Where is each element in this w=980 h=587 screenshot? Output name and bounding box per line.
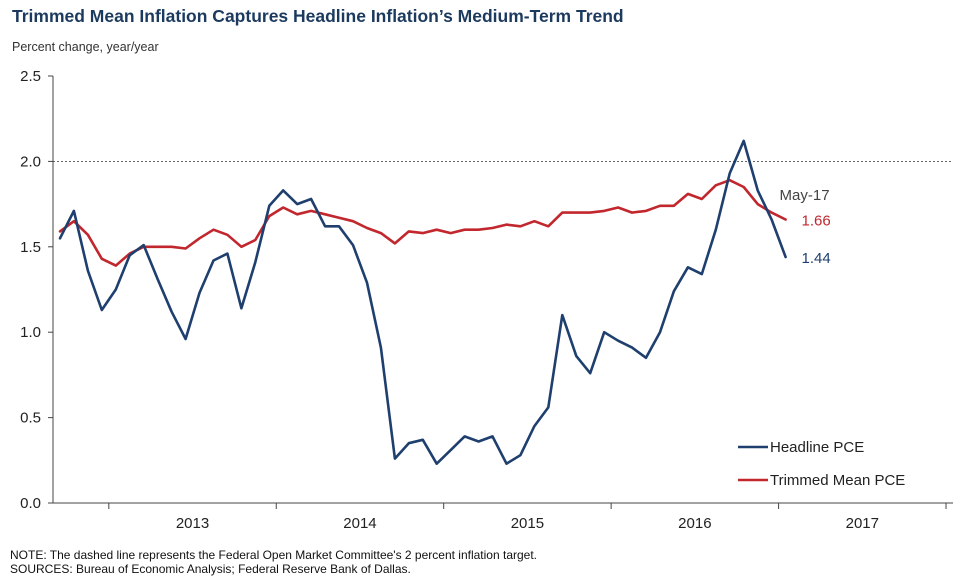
x-tick-label: 2016 xyxy=(678,515,711,532)
y-tick-label: 2.5 xyxy=(20,68,41,85)
latest-date-label: May-17 xyxy=(780,187,830,204)
note-text: NOTE: The dashed line represents the Fed… xyxy=(10,548,537,562)
legend-label-headline-pce: Headline PCE xyxy=(770,439,864,456)
y-tick-label: 0.5 xyxy=(20,410,41,427)
x-tick-label: 2015 xyxy=(511,515,544,532)
trimmed-mean-end-label: 1.66 xyxy=(802,212,831,229)
chart-title: Trimmed Mean Inflation Captures Headline… xyxy=(12,6,624,26)
y-tick-label: 1.0 xyxy=(20,324,41,341)
y-tick-label: 1.5 xyxy=(20,239,41,256)
line-chart: 0.0 0.5 1.0 1.5 2.0 2.5 2013 2014 2015 2016 2017 M… xyxy=(20,68,953,532)
y-tick-label: 0.0 xyxy=(20,495,41,512)
legend-label-trimmed-mean-pce: Trimmed Mean PCE xyxy=(770,472,905,489)
x-tick-label: 2014 xyxy=(343,515,376,532)
y-axis-unit-label: Percent change, year/year xyxy=(12,40,159,54)
sources-text: SOURCES: Bureau of Economic Analysis; Fe… xyxy=(10,562,411,576)
headline-end-label: 1.44 xyxy=(802,250,831,267)
series-line-headline-pce xyxy=(58,139,787,466)
series-line-trimmed-mean-pce xyxy=(58,178,787,267)
x-tick-label: 2013 xyxy=(176,515,209,532)
x-tick-label: 2017 xyxy=(846,515,879,532)
chart-notes: NOTE: The dashed line represents the Fed… xyxy=(10,548,537,576)
y-tick-label: 2.0 xyxy=(20,153,41,170)
